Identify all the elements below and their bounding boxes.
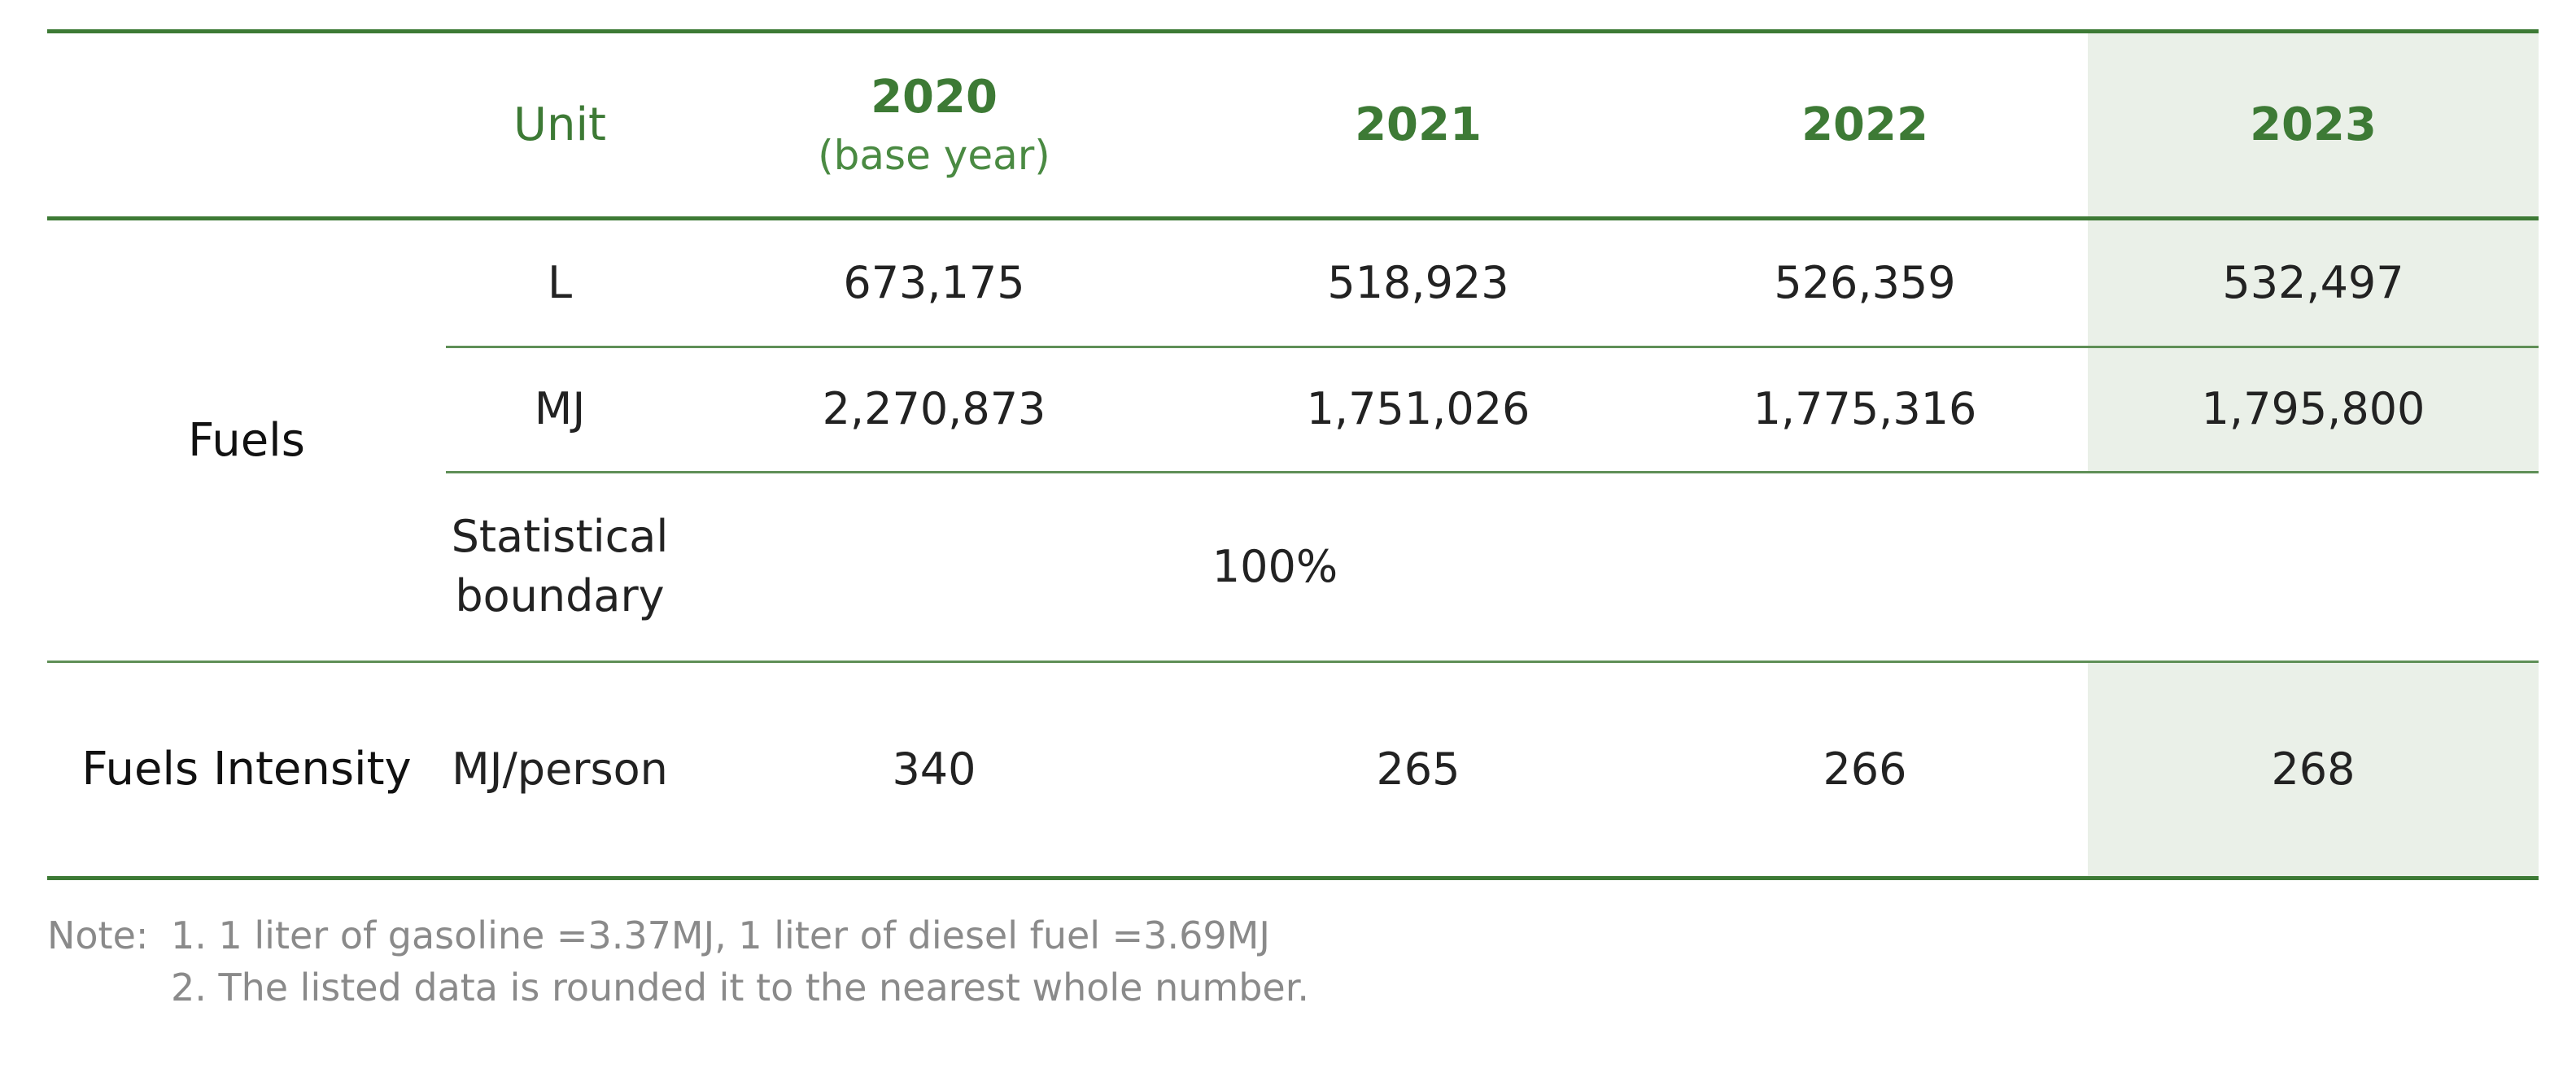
unit-mj-per-person: MJ/person — [452, 743, 668, 795]
header-2022: 2022 — [1801, 98, 1928, 151]
header-2023: 2023 — [2250, 98, 2377, 151]
unit-mj: MJ — [534, 383, 586, 435]
section-divider — [47, 661, 2539, 663]
value-mj-2020: 2,270,873 — [822, 383, 1046, 435]
value-l-2020: 673,175 — [843, 256, 1025, 308]
header-rule — [47, 216, 2539, 220]
value-l-2022: 526,359 — [1774, 256, 1956, 308]
footnote: Note: 1. 1 liter of gasoline =3.37MJ, 1 … — [47, 909, 1309, 1014]
boundary-label-line2: boundary — [455, 570, 665, 621]
row-divider — [446, 346, 2539, 348]
row-label-fuels-intensity: Fuels Intensity — [81, 743, 412, 796]
header-unit: Unit — [513, 98, 606, 151]
bottom-rule — [47, 876, 2539, 880]
value-intensity-2022: 266 — [1823, 743, 1907, 795]
value-intensity-2023: 268 — [2271, 743, 2356, 795]
value-l-2023: 532,497 — [2222, 256, 2404, 308]
highlight-2023-column — [2088, 29, 2539, 473]
unit-statistical-boundary: Statistical boundary — [446, 473, 674, 661]
value-mj-2023: 1,795,800 — [2201, 383, 2425, 435]
value-statistical-boundary: 100% — [1212, 540, 1338, 592]
unit-l: L — [547, 256, 573, 308]
value-intensity-2020: 340 — [892, 743, 976, 795]
header-2020-year: 2020 — [871, 70, 998, 124]
note-indent — [47, 961, 171, 1014]
value-intensity-2021: 265 — [1376, 743, 1460, 795]
row-divider — [446, 471, 2539, 473]
note-item-2: 2. The listed data is rounded it to the … — [171, 966, 1310, 1009]
value-l-2021: 518,923 — [1327, 256, 1509, 308]
value-mj-2022: 1,775,316 — [1753, 383, 1977, 435]
note-item-1: 1. 1 liter of gasoline =3.37MJ, 1 liter … — [171, 913, 1270, 957]
boundary-label-line1: Statistical — [451, 511, 669, 563]
top-rule — [47, 29, 2539, 33]
fuels-table: Unit 2020 (base year) 2021 2022 2023 Fue… — [47, 29, 2539, 880]
note-prefix: Note: — [47, 913, 149, 957]
header-2021: 2021 — [1355, 98, 1482, 151]
highlight-2023-intensity — [2088, 662, 2539, 880]
header-2020-subtitle: (base year) — [818, 131, 1050, 179]
value-mj-2021: 1,751,026 — [1306, 383, 1530, 435]
row-label-fuels: Fuels — [188, 413, 305, 467]
header-2020: 2020 (base year) — [674, 33, 1194, 216]
